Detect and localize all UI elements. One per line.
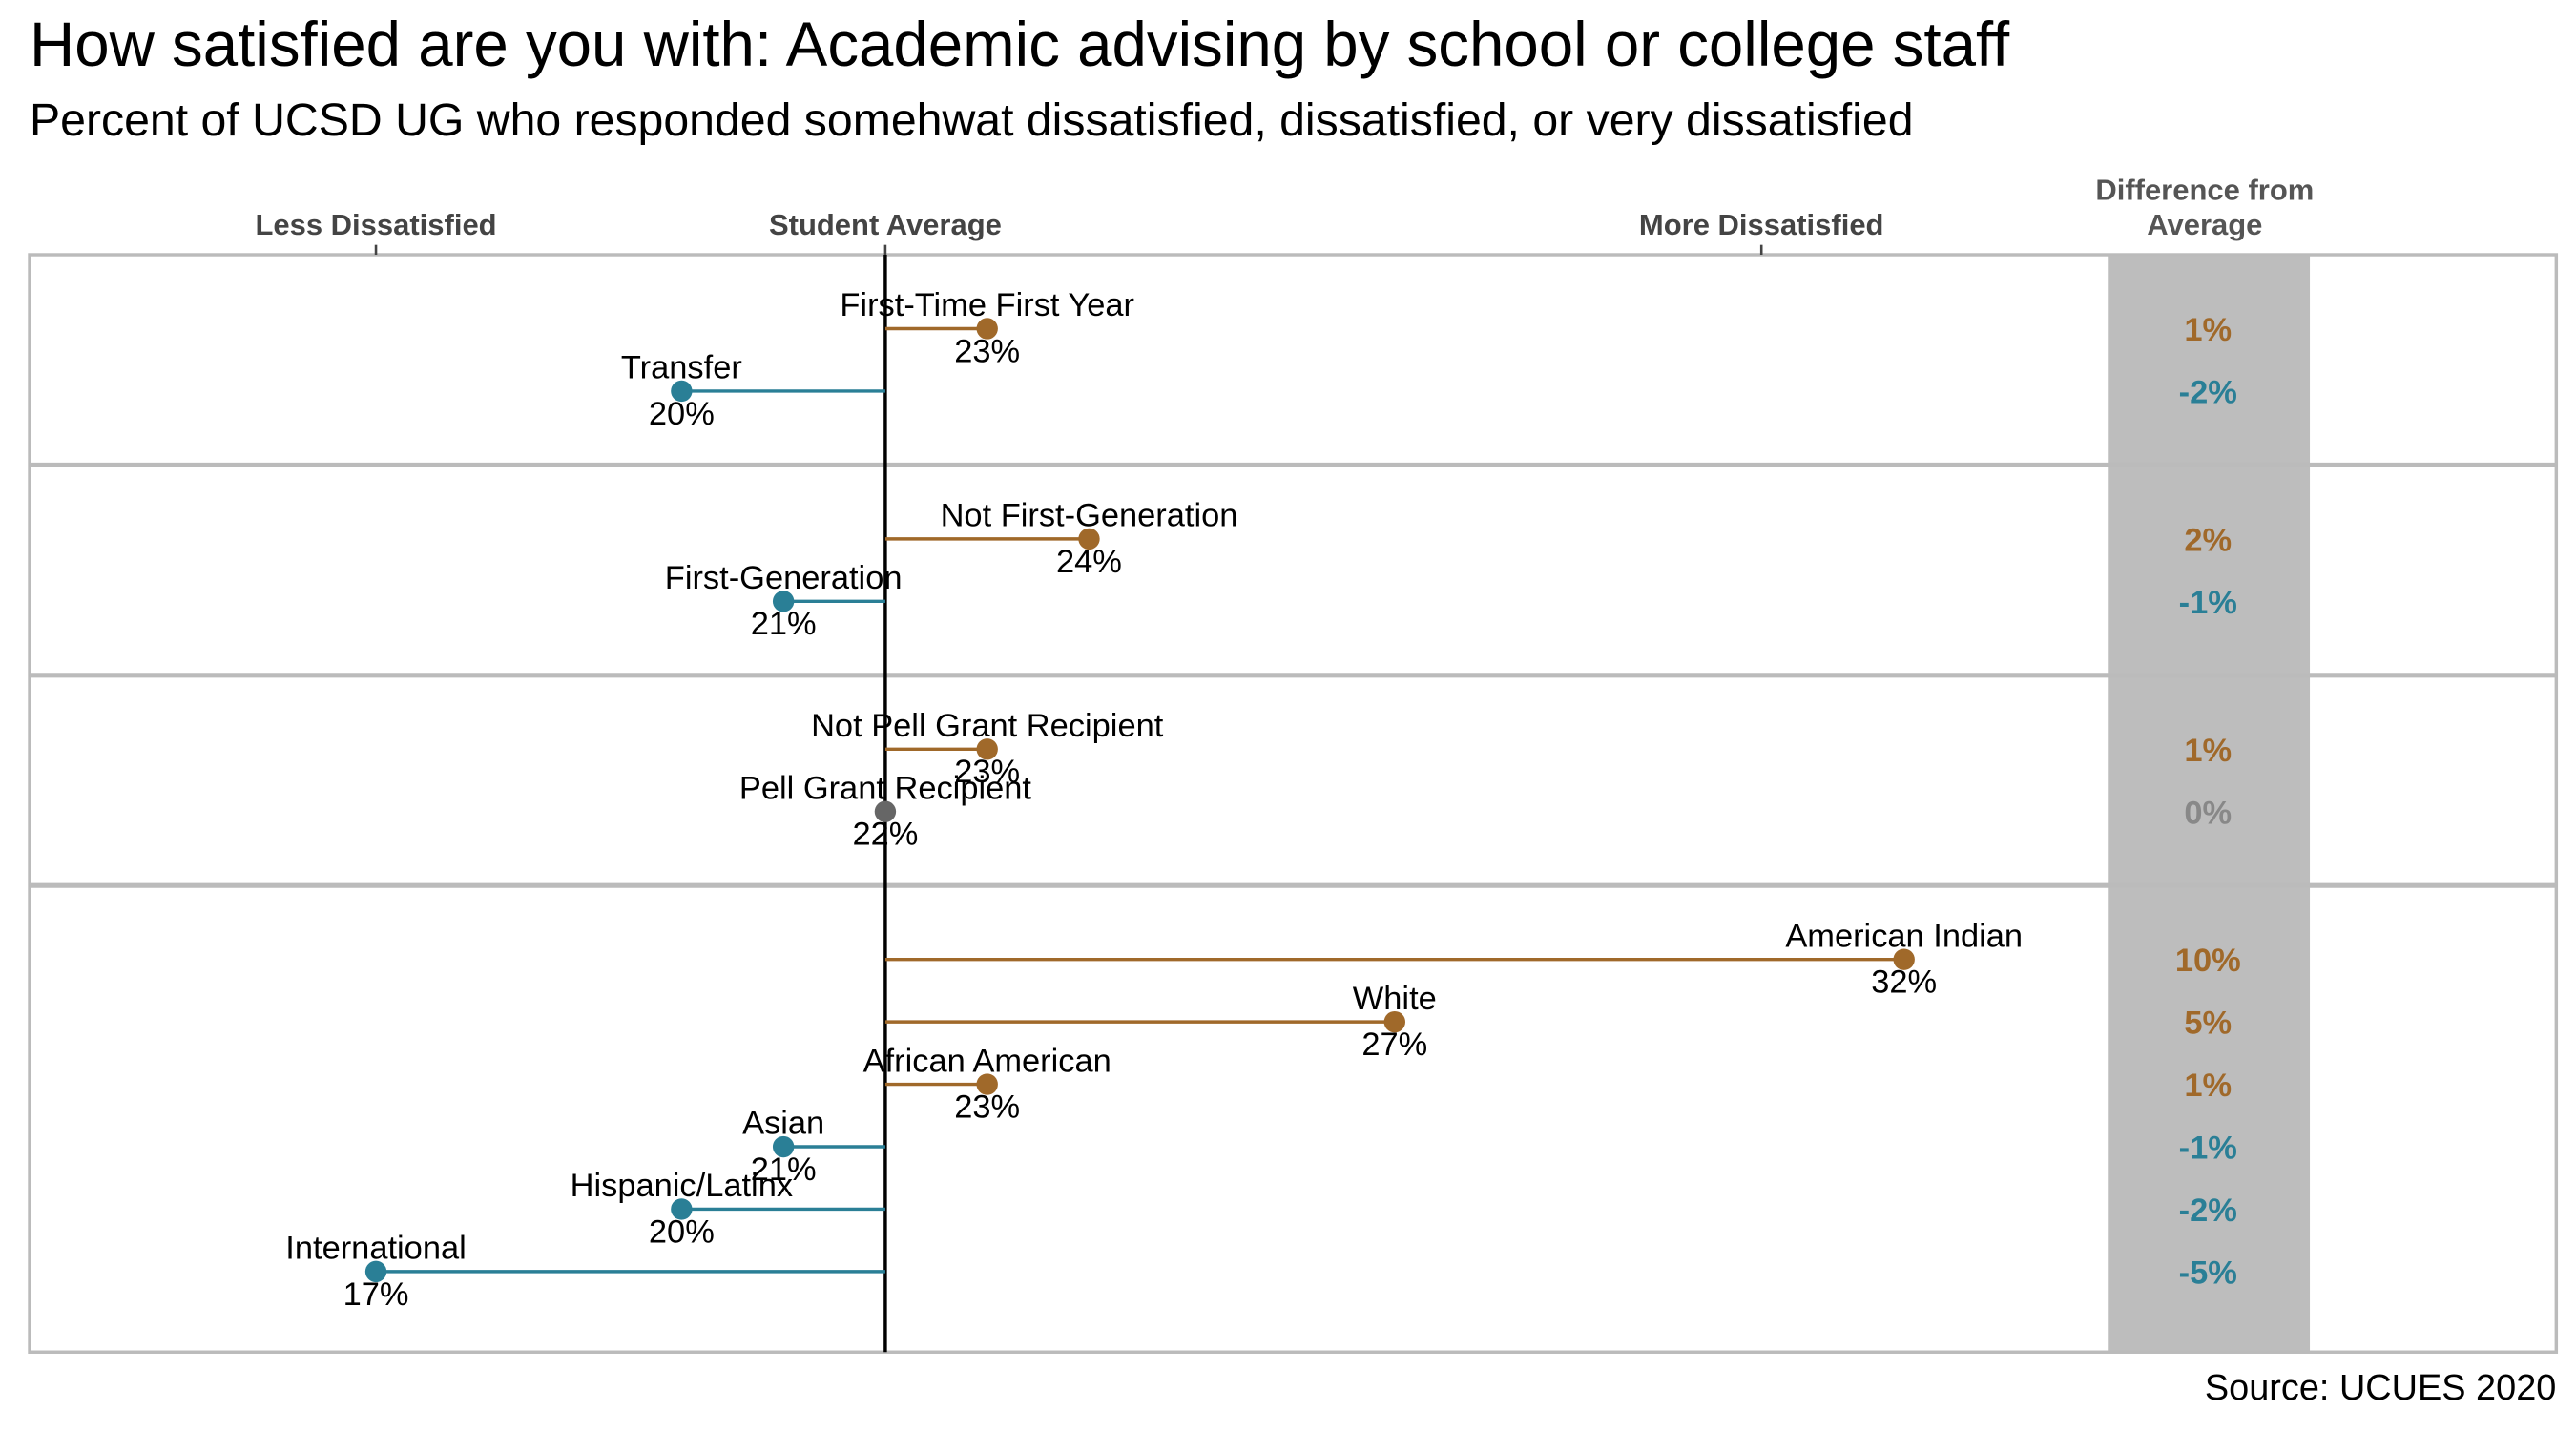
lollipop-dot [772, 591, 795, 612]
lollipop-dot [1383, 1010, 1406, 1033]
x-tick-label: Student Average [769, 208, 1002, 241]
value-label: 20% [649, 396, 715, 432]
lollipop-dot [364, 1260, 387, 1283]
difference-header: Average [2147, 208, 2262, 241]
category-label: African American [863, 1043, 1111, 1079]
value-label: 20% [649, 1213, 715, 1250]
difference-label: 1% [2184, 1068, 2232, 1104]
value-label: 21% [751, 1151, 817, 1188]
value-label: 17% [343, 1276, 409, 1313]
difference-label: 5% [2184, 1006, 2232, 1042]
value-label: 24% [1056, 544, 1122, 580]
difference-label: 2% [2184, 522, 2232, 558]
difference-label: -1% [2179, 1130, 2237, 1167]
lollipop-dot [671, 380, 693, 403]
lollipop-dot [874, 800, 897, 822]
value-label: 23% [954, 333, 1020, 369]
category-label: Not Pell Grant Recipient [811, 708, 1164, 744]
lollipop-dot [1078, 528, 1100, 550]
lollipop-dot [671, 1198, 693, 1220]
category-label: First-Generation [665, 560, 903, 596]
category-label: Transfer [621, 350, 742, 386]
chart-subtitle: Percent of UCSD UG who responded somehwa… [30, 94, 1914, 146]
value-label: 23% [954, 1089, 1020, 1125]
category-label: American Indian [1785, 918, 2023, 954]
lollipop-dot [976, 318, 998, 340]
lollipop-dot [772, 1135, 795, 1158]
plot-frame [28, 253, 2559, 1354]
difference-column [2108, 254, 2311, 1353]
difference-label: -2% [2179, 1192, 2237, 1229]
category-label: Hispanic/Latinx [571, 1168, 793, 1204]
lollipop-dot [976, 1073, 998, 1095]
value-label: 32% [1871, 964, 1937, 1001]
difference-label: 1% [2184, 312, 2232, 348]
difference-header: Difference from [2095, 174, 2314, 207]
x-tick-label: Less Dissatisfied [255, 208, 496, 241]
chart-title: How satisfied are you with: Academic adv… [30, 10, 2010, 79]
difference-label: 0% [2184, 795, 2232, 831]
category-label: Asian [742, 1106, 824, 1142]
category-label: White [1353, 981, 1437, 1017]
value-label: 27% [1361, 1027, 1427, 1063]
difference-label: 1% [2184, 733, 2232, 769]
category-label: First-Time First Year [840, 287, 1134, 323]
value-label: 23% [954, 754, 1020, 790]
difference-label: -5% [2179, 1255, 2237, 1291]
value-label: 21% [751, 606, 817, 642]
source: Source: UCUES 2020 [2205, 1368, 2556, 1408]
lollipop-dot [976, 738, 998, 760]
category-label: International [285, 1231, 466, 1267]
category-label: Pell Grant Recipient [739, 770, 1032, 806]
category-label: Not First-Generation [941, 498, 1238, 534]
difference-label: -2% [2179, 374, 2237, 410]
value-label: 22% [852, 817, 918, 853]
difference-label: 10% [2175, 943, 2241, 979]
difference-label: -1% [2179, 585, 2237, 621]
x-tick-label: More Dissatisfied [1639, 208, 1884, 241]
lollipop-dot [1893, 948, 1915, 970]
